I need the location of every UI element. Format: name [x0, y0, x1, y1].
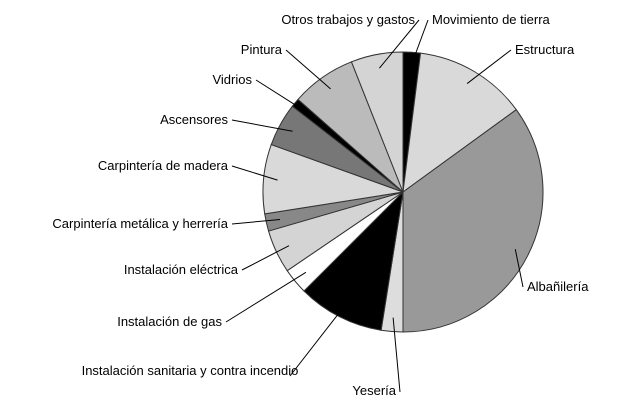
slice-label: Pintura [240, 42, 282, 57]
slice-label: Movimiento de tierra [432, 12, 550, 27]
pie-slice [402, 52, 517, 194]
pie-slice [350, 51, 404, 193]
slice-label: Otros trabajos y gastos [281, 12, 415, 27]
slice-label: Albañilería [527, 279, 589, 294]
leader-line [379, 19, 420, 69]
leader-line [231, 119, 293, 132]
leader-line [285, 49, 331, 90]
leader-line [231, 165, 278, 181]
leader-line [466, 49, 512, 84]
slice-label: Ascensores [160, 112, 228, 127]
pie-slice [402, 109, 544, 333]
pie-slice [303, 190, 404, 331]
leader-line [410, 19, 429, 67]
leader-line [289, 303, 347, 377]
slice-label: Carpintería metálica y herrería [52, 216, 228, 231]
leader-line [231, 218, 281, 225]
slice-label: Yesería [352, 383, 396, 398]
slice-label: Carpintería de madera [97, 158, 228, 173]
slice-label: Instalación de gas [117, 314, 222, 329]
leader-line [392, 317, 401, 393]
leader-line [241, 245, 290, 271]
slice-label: Estructura [515, 42, 575, 57]
slice-label: Vidrios [212, 72, 252, 87]
leader-line [255, 79, 307, 113]
slice-label: Instalación sanitaria y contra incendio [81, 363, 299, 378]
leader-line [514, 249, 524, 288]
slice-label: Instalación eléctrica [123, 262, 238, 277]
leader-line [225, 271, 307, 323]
